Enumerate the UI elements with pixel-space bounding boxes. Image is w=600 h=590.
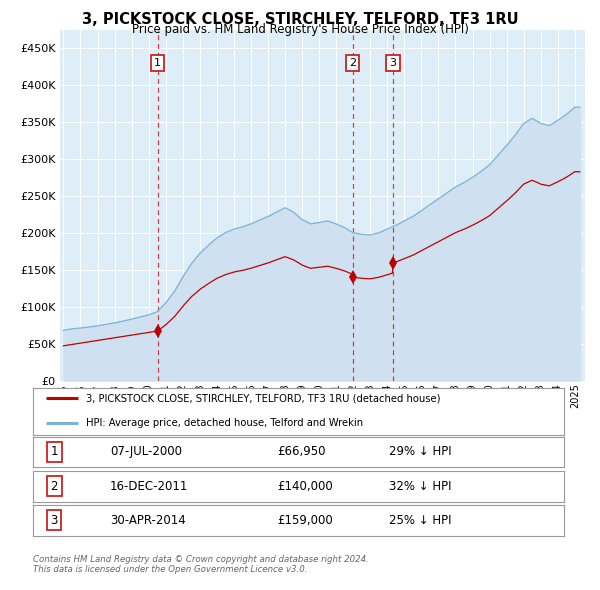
Text: 1: 1 [154,58,161,68]
Text: 1: 1 [50,445,58,458]
Text: Contains HM Land Registry data © Crown copyright and database right 2024.: Contains HM Land Registry data © Crown c… [33,555,369,563]
Text: 3: 3 [389,58,397,68]
Text: 2: 2 [349,58,356,68]
Text: 32% ↓ HPI: 32% ↓ HPI [389,480,451,493]
Text: 2: 2 [50,480,58,493]
Text: 25% ↓ HPI: 25% ↓ HPI [389,514,451,527]
Text: HPI: Average price, detached house, Telford and Wrekin: HPI: Average price, detached house, Telf… [86,418,363,428]
Text: 3: 3 [50,514,58,527]
Text: Price paid vs. HM Land Registry's House Price Index (HPI): Price paid vs. HM Land Registry's House … [131,23,469,36]
Text: £140,000: £140,000 [277,480,333,493]
Text: 3, PICKSTOCK CLOSE, STIRCHLEY, TELFORD, TF3 1RU: 3, PICKSTOCK CLOSE, STIRCHLEY, TELFORD, … [82,12,518,27]
Text: 30-APR-2014: 30-APR-2014 [110,514,186,527]
Text: 29% ↓ HPI: 29% ↓ HPI [389,445,451,458]
Text: 3, PICKSTOCK CLOSE, STIRCHLEY, TELFORD, TF3 1RU (detached house): 3, PICKSTOCK CLOSE, STIRCHLEY, TELFORD, … [86,394,440,404]
Text: This data is licensed under the Open Government Licence v3.0.: This data is licensed under the Open Gov… [33,565,308,574]
Text: 16-DEC-2011: 16-DEC-2011 [110,480,188,493]
Text: £66,950: £66,950 [277,445,326,458]
Text: 07-JUL-2000: 07-JUL-2000 [110,445,182,458]
Text: £159,000: £159,000 [277,514,333,527]
